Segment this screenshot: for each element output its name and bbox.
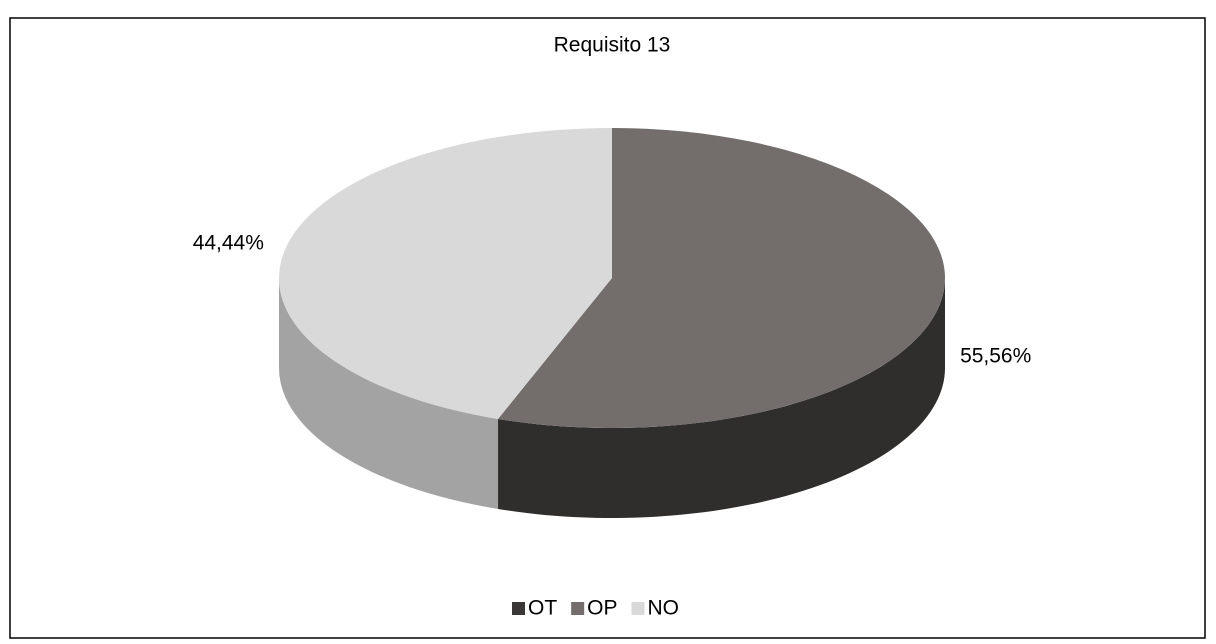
legend-label: OP — [587, 597, 617, 620]
slice-side — [498, 278, 945, 518]
legend-label: NO — [648, 597, 680, 620]
slice — [278, 128, 612, 419]
legend-swatch — [571, 602, 585, 615]
data-label: 55,56% — [960, 344, 1031, 367]
legend-label: OT — [528, 597, 557, 620]
data-label: 44,44% — [193, 232, 264, 255]
slice — [498, 128, 945, 429]
legend-swatch — [512, 602, 525, 615]
legend-swatch — [631, 602, 645, 615]
chart-title: Requisito 13 — [554, 34, 671, 57]
slice-side — [279, 278, 499, 509]
